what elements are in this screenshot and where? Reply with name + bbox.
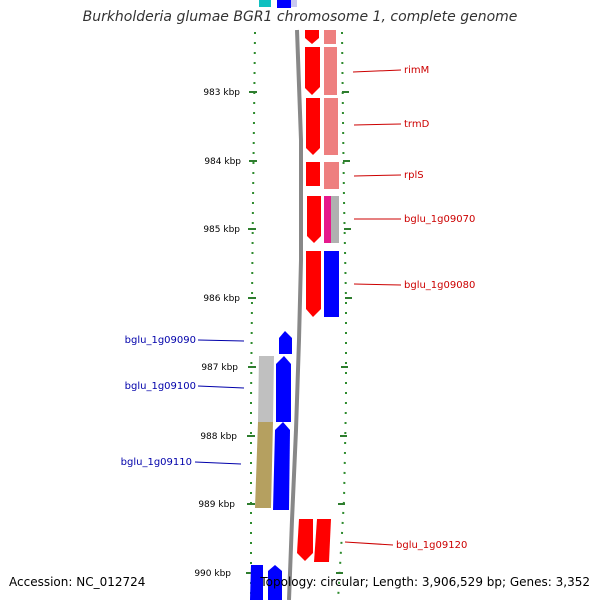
gene-trmD[interactable] bbox=[306, 98, 320, 155]
gene-bglu_1g09070-feature-grey[interactable] bbox=[331, 196, 339, 243]
gene-label-bglu_1g09080[interactable]: bglu_1g09080 bbox=[404, 280, 475, 291]
gc-track-right bbox=[337, 31, 347, 600]
tick-marks-right bbox=[336, 91, 352, 574]
gene-rplS-feature[interactable] bbox=[324, 162, 339, 189]
gene-bglu_1g09070[interactable] bbox=[307, 196, 321, 243]
leader-lines-reverse bbox=[194, 339, 245, 465]
gene-top-blue[interactable] bbox=[277, 0, 291, 8]
gene-top-lavender[interactable] bbox=[291, 0, 297, 7]
gene-label-rplS[interactable]: rplS bbox=[404, 170, 424, 181]
gene-label-bglu_1g09120[interactable]: bglu_1g09120 bbox=[396, 540, 467, 551]
gene-bottom-blue-b[interactable] bbox=[268, 565, 282, 600]
tick-label-984: 984 kbp bbox=[204, 157, 241, 167]
gene-bglu_1g09120-feature[interactable] bbox=[314, 519, 331, 562]
gene-label-bglu_1g09100[interactable]: bglu_1g09100 bbox=[125, 381, 196, 392]
gene-top-cyan[interactable] bbox=[259, 0, 271, 7]
tick-label-986: 986 kbp bbox=[203, 294, 240, 304]
gene-rimM-feature[interactable] bbox=[324, 47, 337, 95]
gene-bglu_1g09110[interactable] bbox=[273, 422, 290, 510]
tick-marks-left bbox=[246, 91, 257, 574]
tick-label-988: 988 kbp bbox=[200, 432, 237, 442]
gene-fwd-top-continuation[interactable] bbox=[305, 30, 319, 44]
tick-label-987: 987 kbp bbox=[201, 363, 238, 373]
map-title: Burkholderia glumae BGR1 chromosome 1, c… bbox=[82, 9, 518, 25]
tick-label-985: 985 kbp bbox=[203, 225, 240, 235]
gene-bglu_1g09100[interactable] bbox=[276, 356, 291, 422]
gene-bglu_1g09090[interactable] bbox=[279, 331, 292, 354]
gene-label-bglu_1g09110[interactable]: bglu_1g09110 bbox=[121, 457, 192, 468]
gene-bglu_1g09080[interactable] bbox=[306, 251, 321, 317]
gene-bglu_1g09100-feature[interactable] bbox=[258, 356, 274, 422]
tick-label-989: 989 kbp bbox=[198, 500, 235, 510]
gene-label-bglu_1g09090[interactable]: bglu_1g09090 bbox=[125, 335, 196, 346]
gene-bottom-blue-a[interactable] bbox=[250, 565, 263, 600]
genome-backbone bbox=[287, 29, 303, 600]
topology-text: Topology: circular; Length: 3,906,529 bp… bbox=[260, 575, 590, 589]
tick-label-990: 990 kbp bbox=[194, 569, 231, 579]
gene-bglu_1g09070-feature[interactable] bbox=[324, 196, 331, 243]
gene-rimM[interactable] bbox=[305, 47, 320, 95]
gene-bglu_1g09110-feature[interactable] bbox=[255, 422, 273, 508]
gene-bglu_1g09080-feature[interactable] bbox=[324, 251, 339, 317]
leader-lines-forward bbox=[344, 69, 402, 546]
gene-rplS[interactable] bbox=[306, 162, 320, 186]
gene-fwd-top-continuation-pale[interactable] bbox=[324, 30, 336, 44]
gene-trmD-feature[interactable] bbox=[324, 98, 338, 155]
gc-track-left bbox=[250, 31, 256, 600]
gene-label-bglu_1g09070[interactable]: bglu_1g09070 bbox=[404, 214, 475, 225]
tick-label-983: 983 kbp bbox=[203, 88, 240, 98]
gene-bglu_1g09120[interactable] bbox=[297, 519, 313, 561]
gene-label-rimM[interactable]: rimM bbox=[404, 65, 429, 76]
gene-label-trmD[interactable]: trmD bbox=[404, 119, 430, 130]
accession-text: Accession: NC_012724 bbox=[9, 575, 146, 589]
